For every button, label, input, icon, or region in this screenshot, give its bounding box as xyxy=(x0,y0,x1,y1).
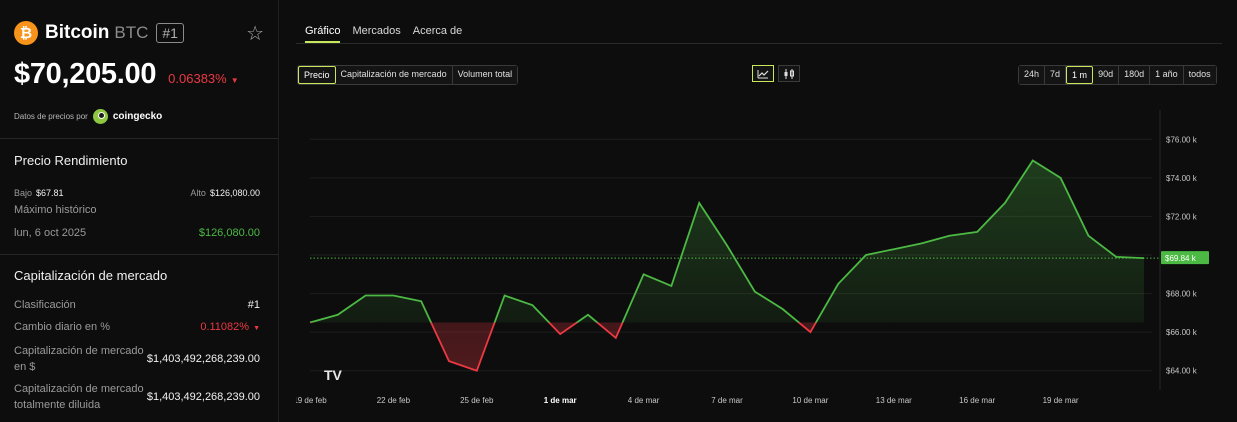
price-chart[interactable]: $64.00 k$66.00 k$68.00 k$70.00 k$72.00 k… xyxy=(296,100,1222,415)
price-source: Datos de precios por coingecko xyxy=(14,109,162,124)
rank-row: Clasificación #1 xyxy=(14,299,260,311)
chart-tabs: Gráfico Mercados Acerca de xyxy=(305,25,474,43)
performance-title: Precio Rendimiento xyxy=(14,153,128,168)
metric-volume-button[interactable]: Volumen total xyxy=(452,66,518,84)
y-tick-label: $76.00 k xyxy=(1166,135,1198,144)
x-tick-label: 16 de mar xyxy=(959,396,995,405)
x-tick-label: 19 de feb xyxy=(296,396,327,405)
coin-info-panel: ₿ Bitcoin BTC #1 ☆ $70,205.00 0.06383% ▼ … xyxy=(0,0,278,422)
price-line-up xyxy=(309,159,1145,323)
low-label: Bajo xyxy=(14,188,33,198)
ath-row: lun, 6 oct 2025 $126,080.00 xyxy=(14,227,260,239)
panel-divider xyxy=(278,0,279,422)
x-tick-label: 4 de mar xyxy=(628,396,660,405)
range-90d-button[interactable]: 90d xyxy=(1093,66,1120,84)
star-icon[interactable]: ☆ xyxy=(246,23,264,45)
ath-label: Máximo histórico xyxy=(14,204,97,216)
candlestick-icon[interactable] xyxy=(778,65,800,82)
market-cap-title: Capitalización de mercado xyxy=(14,268,168,283)
x-tick-label: 13 de mar xyxy=(876,396,912,405)
fdv-value: $1,403,492,268,239.00 xyxy=(146,391,260,403)
coingecko-logo-icon xyxy=(92,109,108,124)
chart-type-selector xyxy=(752,65,800,82)
range-1y-button[interactable]: 1 año xyxy=(1150,66,1184,84)
range-1m-button[interactable]: 1 m xyxy=(1066,66,1094,84)
low-high-row: Bajo $67.81 Alto $126,080.00 xyxy=(14,183,260,201)
price-change: 0.06383% ▼ xyxy=(168,71,239,86)
current-price-badge xyxy=(1161,251,1209,265)
caret-down-icon: ▼ xyxy=(230,76,239,85)
x-tick-label: 19 de mar xyxy=(1043,396,1079,405)
metric-market-cap-button[interactable]: Capitalización de mercado xyxy=(335,66,453,84)
y-tick-label: $72.00 k xyxy=(1166,212,1198,221)
range-24h-button[interactable]: 24h xyxy=(1019,66,1046,84)
high-label: Alto xyxy=(190,188,206,198)
current-price: $70,205.00 xyxy=(14,58,157,90)
daily-change-row: Cambio diario en % 0.11082% ▼ xyxy=(14,321,260,333)
tradingview-watermark-icon: TV xyxy=(324,367,343,383)
fdv-label: Capitalización de mercado totalmente dil… xyxy=(14,383,144,411)
tab-acerca[interactable]: Acerca de xyxy=(412,25,463,37)
range-180d-button[interactable]: 180d xyxy=(1119,66,1151,84)
range-all-button[interactable]: todos xyxy=(1183,66,1216,84)
y-tick-label: $66.00 k xyxy=(1166,328,1198,337)
high-value: $126,080.00 xyxy=(209,188,260,198)
price-line-down xyxy=(310,322,817,372)
tabs-underline xyxy=(296,43,1222,44)
coin-name: Bitcoin xyxy=(45,22,110,43)
rank-badge: #1 xyxy=(156,23,184,43)
y-tick-label: $68.00 k xyxy=(1166,290,1198,299)
line-chart-icon[interactable] xyxy=(752,65,774,82)
low-value: $67.81 xyxy=(36,188,64,198)
ath-date: lun, 6 oct 2025 xyxy=(14,227,87,239)
tab-mercados[interactable]: Mercados xyxy=(352,25,401,37)
x-tick-label: 25 de feb xyxy=(460,396,494,405)
metric-selector: Precio Capitalización de mercado Volumen… xyxy=(297,65,519,85)
daily-change-label: Cambio diario en % xyxy=(14,321,110,333)
rank-value: #1 xyxy=(247,299,260,311)
market-cap-label: Capitalización de mercado en $ xyxy=(14,345,144,373)
coin-symbol: BTC xyxy=(114,23,149,42)
divider xyxy=(0,254,278,255)
y-tick-label: $64.00 k xyxy=(1166,367,1198,376)
x-tick-label: 7 de mar xyxy=(711,396,743,405)
coingecko-link[interactable]: coingecko xyxy=(112,111,163,122)
area-fill-up xyxy=(310,160,1144,323)
x-tick-label: 22 de feb xyxy=(377,396,411,405)
tab-grafico[interactable]: Gráfico xyxy=(305,25,341,43)
y-tick-label: $74.00 k xyxy=(1166,174,1198,183)
ath-label-row: Máximo histórico xyxy=(14,204,260,216)
caret-down-icon: ▼ xyxy=(253,325,260,332)
fdv-row: Capitalización de mercado totalmente dil… xyxy=(14,381,260,413)
range-7d-button[interactable]: 7d xyxy=(1045,66,1067,84)
current-price-label: $69.84 k xyxy=(1165,254,1197,263)
metric-price-button[interactable]: Precio xyxy=(298,66,336,84)
price-row: $70,205.00 0.06383% ▼ xyxy=(14,58,239,91)
area-fill-down xyxy=(310,322,1144,371)
market-cap-row: Capitalización de mercado en $ $1,403,49… xyxy=(14,343,260,375)
x-tick-label: 10 de mar xyxy=(792,396,828,405)
range-selector: 24h 7d 1 m 90d 180d 1 año todos xyxy=(1018,65,1217,85)
coin-header: ₿ Bitcoin BTC #1 ☆ xyxy=(14,21,264,45)
ath-value: $126,080.00 xyxy=(198,227,260,239)
divider xyxy=(0,138,278,139)
x-tick-label: 1 de mar xyxy=(544,396,577,405)
daily-change-value: 0.11082% ▼ xyxy=(200,321,260,333)
bitcoin-logo-icon: ₿ xyxy=(14,21,38,45)
rank-label: Clasificación xyxy=(14,299,76,311)
market-cap-value: $1,403,492,268,239.00 xyxy=(146,353,260,365)
price-source-label: Datos de precios por xyxy=(14,112,88,121)
